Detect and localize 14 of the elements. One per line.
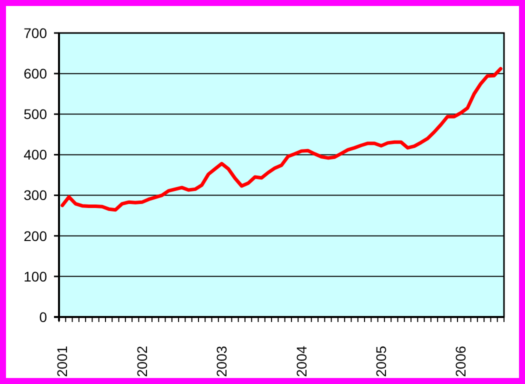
y-tick-label: 400 [24,146,48,163]
x-tick-label: 2004 [293,346,310,377]
y-tick-label: 100 [24,268,48,284]
y-tick-label: 300 [24,187,48,204]
y-tick-label: 500 [24,106,48,122]
y-tick-label: 0 [39,308,48,325]
x-tick-label: 2003 [214,346,230,377]
x-tick-label: 2005 [373,346,390,377]
x-tick-label: 2006 [452,346,469,377]
x-tick-label: 2002 [134,346,150,377]
y-tick-label: 700 [24,24,48,41]
y-tick-label: 600 [24,65,48,82]
y-tick-label: 200 [24,228,48,244]
x-tick-label: 2001 [54,346,70,377]
